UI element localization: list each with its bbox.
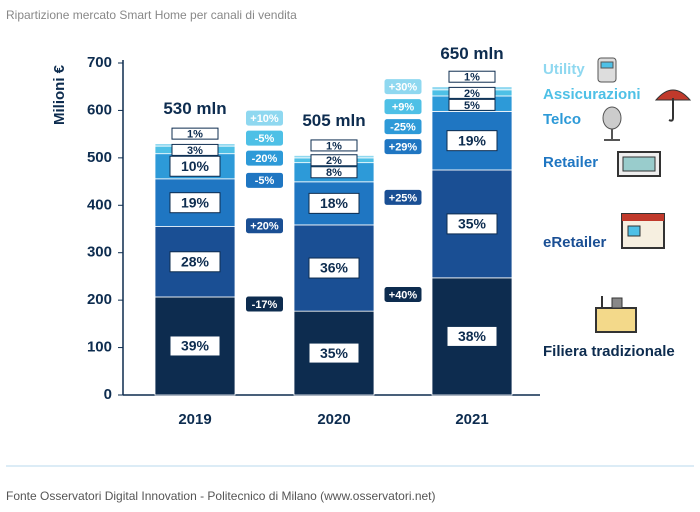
data-label: 8% [326, 167, 342, 179]
growth-box [383, 78, 423, 96]
label-box [169, 335, 221, 357]
legend-label: Assicurazioni [543, 86, 641, 103]
y-tick-label: 400 [87, 196, 112, 213]
data-label: 18% [320, 195, 349, 211]
growth-label: -20% [252, 153, 278, 165]
label-box [308, 342, 360, 364]
legend-label: Telco [543, 111, 581, 128]
data-label: 38% [458, 328, 487, 344]
growth-box [383, 188, 423, 206]
label-box [448, 86, 496, 99]
data-label: 1% [187, 129, 203, 141]
label-box [448, 70, 496, 83]
data-label: 35% [320, 345, 349, 361]
growth-box [245, 109, 284, 127]
y-tick-label: 100 [87, 339, 112, 356]
y-tick-label: 500 [87, 149, 112, 166]
x-tick-label: 2020 [317, 411, 350, 428]
label-box [171, 127, 219, 140]
icon-telco [602, 106, 622, 141]
y-tick-label: 0 [104, 386, 112, 403]
data-label: 1% [464, 72, 480, 84]
label-box [446, 130, 498, 152]
growth-label: -25% [390, 121, 416, 133]
icon-retailer [617, 151, 661, 177]
growth-box [245, 149, 284, 167]
label-box [169, 251, 221, 273]
source: Fonte Osservatori Digital Innovation - P… [6, 489, 436, 503]
data-label: 28% [181, 253, 210, 269]
data-label: 10% [181, 158, 210, 174]
data-label: 35% [458, 216, 487, 232]
data-label: 39% [181, 338, 210, 354]
label-box [310, 154, 358, 167]
total-label: 650 mln [440, 44, 503, 63]
growth-label: +30% [389, 81, 418, 93]
icon-filiera [595, 296, 637, 333]
legend-label: Filiera tradizionale [543, 343, 675, 360]
total-label: 530 mln [163, 99, 226, 118]
growth-box [383, 285, 423, 303]
y-axis-label: Milioni € [51, 64, 68, 125]
data-label: 5% [464, 100, 480, 112]
growth-label: +20% [250, 221, 279, 233]
growth-label: +9% [392, 101, 415, 113]
label-box [310, 139, 358, 152]
growth-box [245, 129, 284, 147]
label-box [310, 166, 358, 179]
growth-box [245, 217, 284, 235]
data-label: 19% [458, 132, 487, 148]
growth-label: +29% [389, 141, 418, 153]
y-tick-label: 300 [87, 244, 112, 261]
icon-eretailer [621, 213, 665, 249]
data-label: 19% [181, 194, 210, 210]
growth-label: +25% [389, 192, 418, 204]
data-label: 1% [326, 140, 342, 152]
label-box [169, 192, 221, 214]
label-box [169, 155, 221, 177]
growth-label: +40% [389, 289, 418, 301]
growth-label: -17% [252, 299, 278, 311]
y-tick-label: 600 [87, 101, 112, 118]
label-box [446, 213, 498, 235]
bar-segment [293, 224, 375, 312]
growth-box [383, 138, 423, 156]
data-label: 2% [464, 88, 480, 100]
x-tick-label: 2019 [178, 411, 211, 428]
growth-label: -5% [255, 175, 275, 187]
y-tick-label: 200 [87, 291, 112, 308]
data-label: 36% [320, 260, 349, 276]
y-tick-label: 700 [87, 54, 112, 71]
icon-assicurazioni [654, 89, 692, 122]
label-box [171, 143, 219, 156]
x-tick-label: 2021 [455, 411, 488, 428]
growth-box [383, 118, 423, 136]
legend-label: Utility [543, 61, 585, 78]
label-box [446, 325, 498, 347]
growth-box [383, 98, 423, 116]
legend-label: eRetailer [543, 234, 607, 251]
data-label: 2% [326, 155, 342, 167]
growth-box [245, 295, 284, 313]
icon-utility [597, 57, 617, 83]
chart-title: Ripartizione mercato Smart Home per cana… [6, 8, 297, 22]
label-box [308, 257, 360, 279]
label-box [308, 192, 360, 214]
legend-label: Retailer [543, 154, 598, 171]
total-label: 505 mln [302, 111, 365, 130]
growth-label: -5% [255, 133, 275, 145]
growth-label: +10% [250, 113, 279, 125]
growth-box [245, 171, 284, 189]
label-box [448, 98, 496, 111]
data-label: 3% [187, 145, 203, 157]
